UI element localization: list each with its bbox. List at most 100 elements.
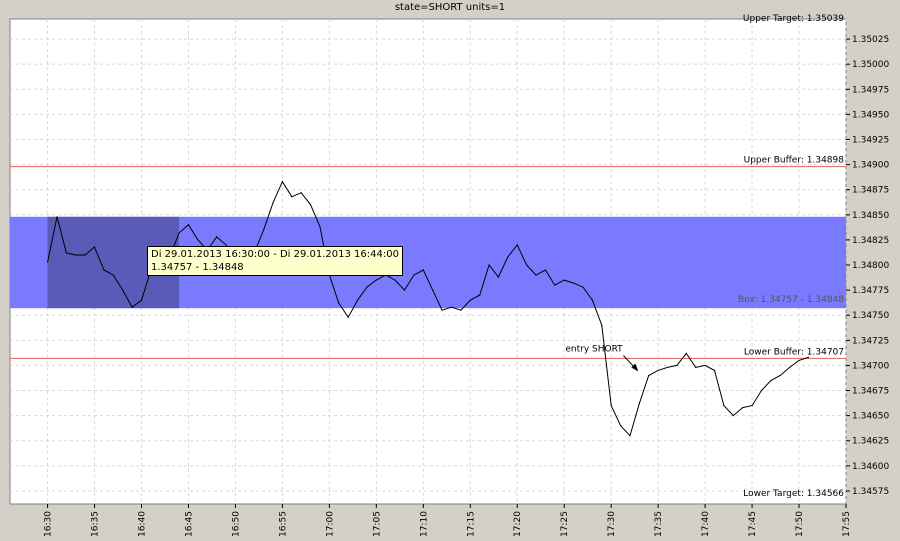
price-point [263, 229, 265, 231]
y-tick-label: 1.34975 [852, 85, 889, 95]
price-point [112, 274, 114, 276]
price-point [216, 236, 218, 238]
price-point [422, 269, 424, 271]
price-point [666, 366, 669, 369]
price-point [723, 404, 725, 407]
price-point [751, 404, 753, 407]
y-tick-label: 1.34925 [852, 135, 889, 145]
x-tick-label: 17:45 [748, 511, 758, 537]
price-point [413, 274, 415, 276]
level-label: Upper Buffer: 1.34898 [744, 156, 845, 166]
annotation-label: entry SHORT [565, 344, 623, 354]
price-point [572, 282, 575, 284]
price-point [535, 274, 537, 276]
y-axis: 1.34575 1.34600 1.34625 1.34650 1.34675 1.347… [846, 35, 889, 497]
price-line [47, 180, 809, 437]
price-point [497, 276, 500, 278]
series-layer [46, 180, 810, 437]
price-point [488, 264, 490, 266]
x-tick-label: 16:45 [184, 511, 194, 537]
x-axis: 16:30 16:35 16:40 16:45 16:50 16:55 17:00 17:05… [44, 504, 852, 537]
price-point [676, 364, 678, 367]
tooltip-line-1: Di 29.01.2013 16:30:00 - Di 29.01.2013 1… [151, 249, 399, 260]
x-tick-label: 17:35 [654, 511, 664, 537]
y-tick-label: 1.35025 [852, 35, 889, 45]
y-tick-label: 1.34625 [852, 437, 889, 447]
price-point [187, 224, 190, 226]
price-point [140, 299, 143, 301]
price-point [75, 254, 77, 256]
price-point [779, 374, 781, 377]
price-point [225, 244, 227, 246]
price-point [760, 389, 763, 392]
y-tick-label: 1.34850 [852, 211, 889, 221]
price-point [695, 366, 697, 369]
x-tick-label: 17:55 [842, 511, 852, 537]
price-point [582, 286, 584, 288]
x-tick-label: 17:40 [701, 511, 711, 537]
y-tick-label: 1.34725 [852, 336, 889, 346]
x-tick-label: 16:30 [44, 511, 54, 537]
tooltip-line-2: 1.34757 - 1.34848 [151, 262, 244, 273]
level-layer: Upper Target: 1.35039 Upper Buffer: 1.348… [10, 14, 846, 499]
price-point [648, 374, 650, 377]
price-point [742, 407, 744, 409]
price-point [319, 226, 321, 228]
box-layer: Box: 1.34757 - 1.34848 [10, 216, 846, 309]
x-tick-label: 17:20 [513, 511, 523, 537]
price-point [469, 299, 471, 301]
y-tick-label: 1.34675 [852, 387, 889, 397]
price-point [450, 306, 453, 308]
x-tick-label: 17:05 [372, 511, 382, 537]
x-tick-label: 17:00 [325, 511, 335, 537]
x-tick-label: 17:50 [795, 511, 805, 537]
price-point [84, 254, 86, 256]
price-point [103, 269, 105, 271]
price-point [131, 306, 133, 308]
price-point [507, 256, 509, 258]
price-point [403, 289, 406, 291]
price-point [441, 309, 443, 311]
price-point [770, 379, 772, 382]
price-point [629, 435, 631, 437]
price-point [685, 352, 687, 354]
x-tick-label: 16:55 [278, 511, 288, 537]
y-tick-label: 1.34900 [852, 161, 889, 171]
tooltip: Di 29.01.2013 16:30:00 - Di 29.01.2013 1… [147, 246, 403, 276]
y-tick-label: 1.34950 [852, 110, 889, 120]
price-point [309, 204, 312, 206]
price-point [197, 239, 199, 241]
y-tick-label: 1.34800 [852, 261, 889, 271]
price-point [704, 364, 706, 367]
price-point [563, 279, 565, 281]
price-point [356, 299, 359, 301]
y-tick-label: 1.34775 [852, 286, 889, 296]
price-point [432, 289, 434, 291]
price-point [65, 252, 67, 254]
box-label: Box: 1.34757 - 1.34848 [738, 295, 844, 305]
price-point [460, 309, 462, 311]
x-tick-label: 17:10 [419, 511, 429, 537]
y-tick-label: 1.34875 [852, 186, 889, 196]
x-tick-label: 16:40 [138, 511, 148, 537]
level-label: Upper Target: 1.35039 [743, 14, 844, 24]
y-tick-label: 1.34825 [852, 236, 889, 246]
price-point [713, 369, 716, 372]
annotation-arrowhead [631, 363, 639, 372]
level-label: Lower Buffer: 1.34707 [744, 347, 844, 357]
price-point [272, 202, 274, 204]
y-tick-label: 1.34700 [852, 361, 889, 371]
y-tick-label: 1.34575 [852, 487, 889, 497]
price-point [732, 415, 734, 417]
price-point [657, 369, 659, 372]
price-point [394, 279, 396, 281]
price-point [544, 269, 547, 271]
price-point [601, 324, 603, 326]
price-point [798, 359, 800, 362]
price-point [789, 366, 791, 369]
level-label: Lower Target: 1.34566 [743, 489, 844, 499]
y-tick-label: 1.34650 [852, 412, 889, 422]
price-point [375, 279, 377, 281]
y-tick-label: 1.34750 [852, 311, 889, 321]
